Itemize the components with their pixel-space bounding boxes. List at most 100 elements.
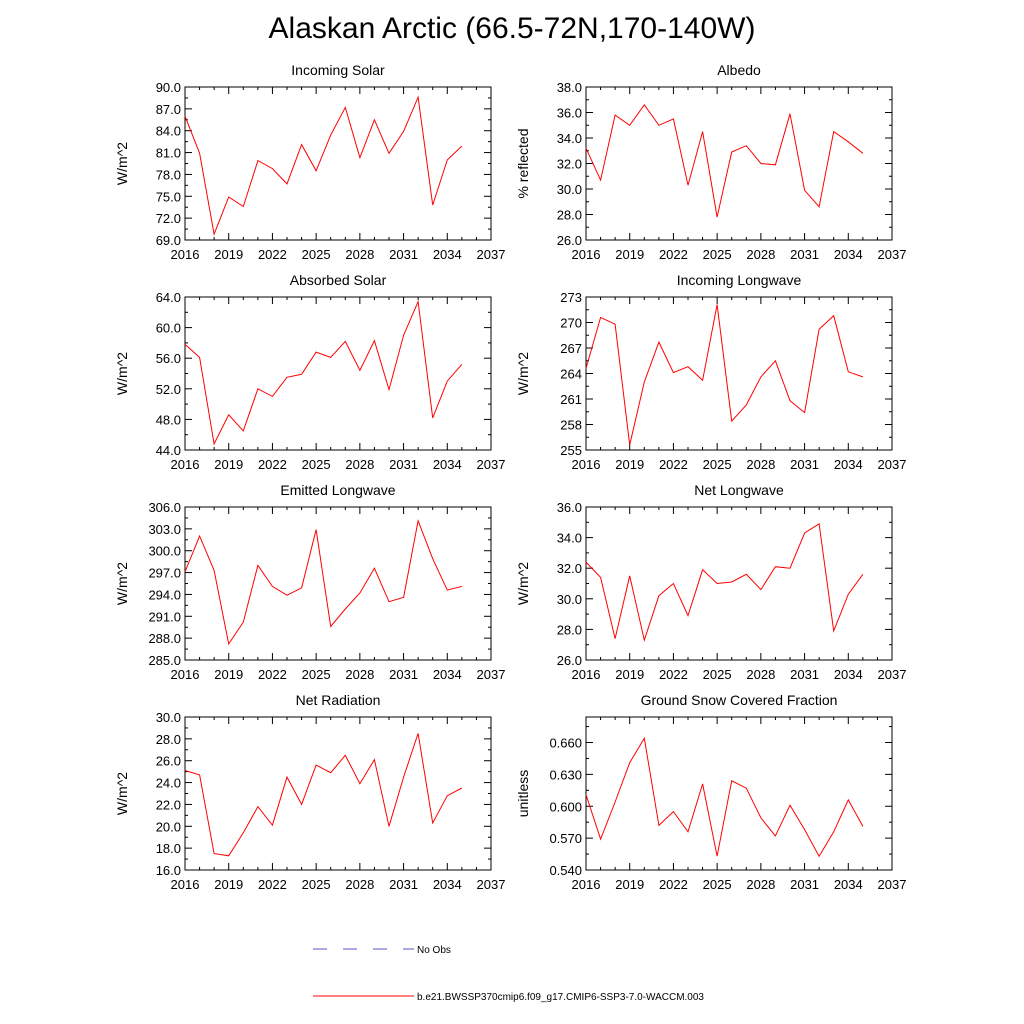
x-tick-label: 2025 — [302, 667, 331, 682]
y-axis-label: W/m^2 — [114, 352, 130, 395]
y-tick-label: 44.0 — [156, 443, 181, 458]
x-tick-label: 2019 — [615, 877, 644, 892]
y-tick-label: 0.600 — [549, 799, 582, 814]
y-tick-label: 16.0 — [156, 863, 181, 878]
y-tick-label: 267 — [560, 341, 582, 356]
y-tick-label: 48.0 — [156, 412, 181, 427]
chart-panel: 2016 2019 2022 2025 2028 2031 2034 2037 0.540 0.5… — [515, 692, 906, 892]
y-tick-label: 36.0 — [557, 500, 582, 515]
y-axis-label: W/m^2 — [114, 772, 130, 815]
chart-panel: 2016 2019 2022 2025 2028 2031 2034 2037 69.0 72.0… — [114, 62, 505, 262]
y-axis-label: unitless — [515, 770, 531, 817]
y-tick-label: 270 — [560, 316, 582, 331]
y-tick-label: 30.0 — [557, 592, 582, 607]
y-tick-label: 90.0 — [156, 80, 181, 95]
x-tick-label: 2028 — [746, 247, 775, 262]
y-axis-label: W/m^2 — [114, 562, 130, 605]
x-tick-label: 2019 — [214, 877, 243, 892]
y-tick-label: 30.0 — [156, 710, 181, 725]
chart-title: Net Radiation — [296, 692, 381, 708]
chart-title: Ground Snow Covered Fraction — [641, 692, 838, 708]
x-tick-label: 2037 — [878, 457, 907, 472]
x-tick-label: 2031 — [389, 457, 418, 472]
x-tick-label: 2025 — [703, 877, 732, 892]
y-tick-label: 26.0 — [557, 233, 582, 248]
plot-frame — [585, 86, 893, 241]
x-tick-label: 2034 — [834, 877, 863, 892]
x-tick-label: 2034 — [834, 247, 863, 262]
y-tick-label: 26.0 — [557, 653, 582, 668]
x-tick-label: 2028 — [746, 667, 775, 682]
y-tick-label: 22.0 — [156, 797, 181, 812]
x-tick-label: 2031 — [790, 877, 819, 892]
series-line — [585, 736, 864, 858]
chart-panel: 2016 2019 2022 2025 2028 2031 2034 2037 26.0 28.0… — [515, 482, 906, 682]
y-tick-label: 285.0 — [148, 653, 181, 668]
x-tick-label: 2025 — [703, 667, 732, 682]
y-tick-label: 0.660 — [549, 736, 582, 751]
x-tick-label: 2019 — [615, 667, 644, 682]
y-tick-label: 28.0 — [557, 208, 582, 223]
y-tick-label: 32.0 — [557, 561, 582, 576]
x-tick-label: 2025 — [302, 877, 331, 892]
x-tick-label: 2016 — [171, 877, 200, 892]
x-tick-label: 2025 — [703, 457, 732, 472]
x-tick-label: 2022 — [258, 667, 287, 682]
x-tick-label: 2019 — [214, 247, 243, 262]
series-line — [585, 522, 864, 642]
y-tick-label: 32.0 — [557, 157, 582, 172]
x-tick-label: 2034 — [433, 667, 462, 682]
y-tick-label: 303.0 — [148, 522, 181, 537]
x-tick-label: 2028 — [746, 457, 775, 472]
chart-title: Net Longwave — [694, 482, 784, 498]
y-axis-label: W/m^2 — [515, 562, 531, 605]
series-line — [184, 95, 463, 237]
x-tick-label: 2022 — [659, 667, 688, 682]
y-tick-label: 87.0 — [156, 102, 181, 117]
x-tick-label: 2037 — [878, 247, 907, 262]
x-tick-label: 2034 — [433, 247, 462, 262]
x-tick-label: 2028 — [345, 667, 374, 682]
x-tick-label: 2028 — [345, 247, 374, 262]
y-tick-label: 78.0 — [156, 167, 181, 182]
y-tick-label: 297.0 — [148, 566, 181, 581]
y-tick-label: 64.0 — [156, 290, 181, 305]
x-tick-label: 2016 — [171, 457, 200, 472]
y-tick-label: 258 — [560, 418, 582, 433]
chart-panel: 2016 2019 2022 2025 2028 2031 2034 2037 44.0 48.0… — [114, 272, 505, 472]
chart-panel: 2016 2019 2022 2025 2028 2031 2034 2037 255 258 26… — [515, 272, 906, 472]
plot-frame — [585, 716, 893, 871]
x-tick-label: 2031 — [790, 667, 819, 682]
y-axis-label: W/m^2 — [515, 352, 531, 395]
x-tick-label: 2019 — [615, 457, 644, 472]
y-tick-label: 84.0 — [156, 124, 181, 139]
x-tick-label: 2034 — [433, 877, 462, 892]
x-tick-label: 2025 — [703, 247, 732, 262]
x-tick-label: 2031 — [790, 247, 819, 262]
y-tick-label: 56.0 — [156, 351, 181, 366]
plot-frame — [184, 716, 492, 871]
y-tick-label: 306.0 — [148, 500, 181, 515]
plot-frame — [184, 86, 492, 241]
y-tick-label: 291.0 — [148, 609, 181, 624]
chart-title: Emitted Longwave — [280, 482, 395, 498]
y-tick-label: 34.0 — [557, 531, 582, 546]
x-tick-label: 2019 — [615, 247, 644, 262]
y-tick-label: 30.0 — [557, 182, 582, 197]
y-tick-label: 255 — [560, 443, 582, 458]
x-tick-label: 2022 — [659, 247, 688, 262]
x-tick-label: 2034 — [834, 667, 863, 682]
y-tick-label: 24.0 — [156, 776, 181, 791]
x-tick-label: 2037 — [477, 667, 506, 682]
chart-title: Incoming Longwave — [677, 272, 802, 288]
y-tick-label: 81.0 — [156, 146, 181, 161]
y-tick-label: 18.0 — [156, 841, 181, 856]
x-tick-label: 2016 — [171, 667, 200, 682]
figure-title: Alaskan Arctic (66.5-72N,170-140W) — [268, 12, 756, 45]
x-tick-label: 2019 — [214, 667, 243, 682]
y-tick-label: 294.0 — [148, 587, 181, 602]
y-tick-label: 0.570 — [549, 831, 582, 846]
y-tick-label: 72.0 — [156, 211, 181, 226]
x-tick-label: 2025 — [302, 457, 331, 472]
